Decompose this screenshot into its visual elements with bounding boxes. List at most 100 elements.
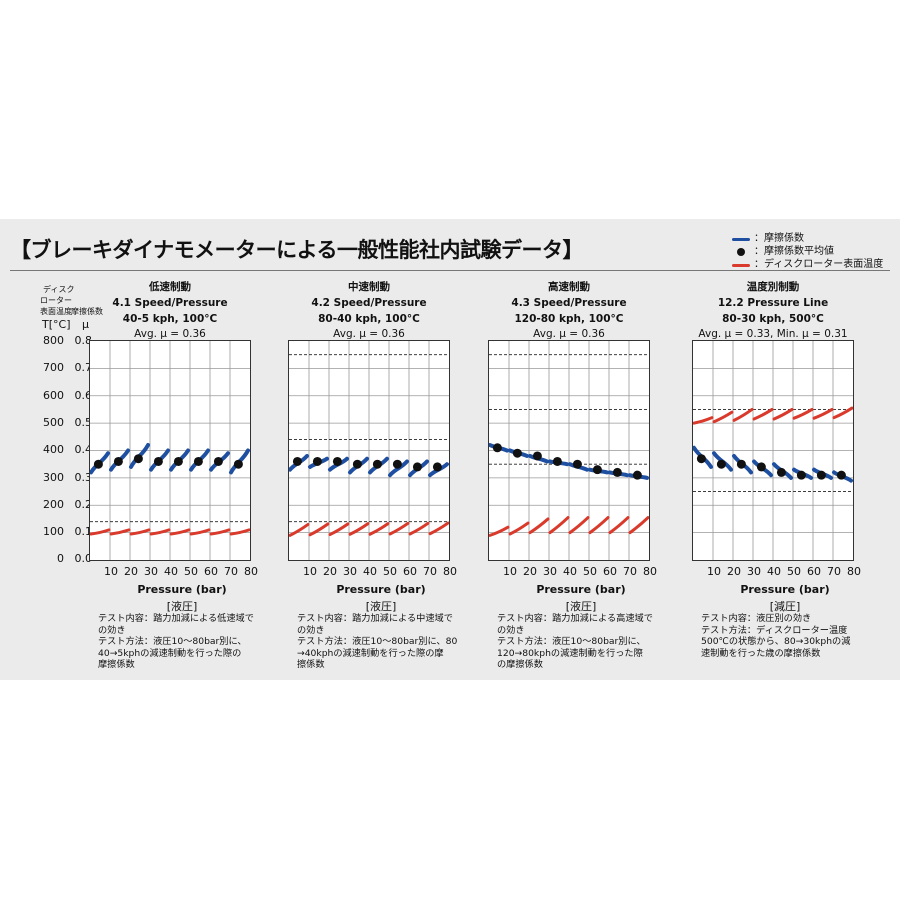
x-axis-label: Pressure (bar) [536,583,626,596]
x-tick-label: 10 [104,565,118,578]
x-tick-label: 50 [383,565,397,578]
avg-mu-point [552,456,562,466]
chart-avg-text: Avg. μ = 0.36 [134,328,206,340]
test-description-line: テスト内容：踏力加減による高速域で [497,613,653,624]
temp-tick-label: 400 [43,443,64,457]
temp-series-segment [752,407,774,421]
chart-jp-title: 低速制動 [149,281,191,293]
temp-series-segment [693,416,714,425]
avg-mu-point [572,459,582,469]
temp-tick-label: 100 [43,525,64,539]
x-tick-label: 80 [443,565,457,578]
avg-mu-point [696,454,706,464]
x-tick-label: 50 [184,565,198,578]
temp-axis-header-1: ディスク [43,285,75,294]
temp-series-segment [229,528,250,536]
avg-mu-point [133,454,143,464]
x-axis-bracket-label: [液圧] [365,600,397,613]
chart-jp-title: 温度別制動 [746,281,800,293]
temp-series-segment [568,516,590,535]
test-description-line: テスト内容：液圧別の効き [701,613,812,624]
temp-axis-header-3: 表面温度 [40,307,72,316]
chart-svg [90,341,250,560]
avg-mu-point [632,470,642,480]
x-tick-label: 70 [827,565,841,578]
chart-title: 4.3 Speed/Pressure [511,297,627,309]
avg-mu-point [716,459,726,469]
x-tick-label: 50 [583,565,597,578]
avg-mu-point [292,456,302,466]
legend-temp-swatch [732,263,750,267]
x-tick-label: 60 [603,565,617,578]
temp-series-segment [489,525,510,537]
avg-mu-point [233,459,243,469]
avg-mu-point [756,462,766,472]
chart-title: 4.1 Speed/Pressure [112,297,228,309]
avg-mu-point [432,462,442,472]
test-description: テスト内容：踏力加減による高速域で の効き テスト方法：液圧10～80bar別に、 1… [497,613,667,671]
test-description-line: テスト方法：液圧10～80bar別に、80 [297,636,458,647]
test-description-line: 120→80kphの減速制動を行った際 [497,647,643,659]
temp-series-segment [289,522,310,537]
x-tick-label: 40 [363,565,377,578]
x-tick-label: 30 [747,565,761,578]
x-tick-label: 40 [563,565,577,578]
x-tick-label: 30 [144,565,158,578]
test-description-line: の効き [98,624,126,636]
temp-series-segment [732,407,754,422]
chart-svg [693,341,853,560]
avg-mu-point [512,448,522,458]
x-tick-label: 10 [503,565,517,578]
temp-series-segment [588,516,610,535]
test-description-line: の摩擦係数 [497,659,543,670]
avg-mu-point [93,459,103,469]
avg-mu-point [372,459,382,469]
temp-tick-label: 200 [43,497,64,511]
avg-mu-point [836,470,846,480]
temp-series-segment [90,528,111,536]
legend-item-temp: ：ディスクローター表面温度 [730,258,883,271]
chart-svg [289,341,449,560]
test-description-line: 擦係数 [297,659,325,670]
temp-series-segment [308,522,330,537]
mu-axis-unit: μ [82,318,89,331]
temp-series-segment [812,407,834,420]
avg-mu-point [213,456,223,466]
avg-mu-point [173,456,183,466]
avg-mu-point [312,456,322,466]
chart-plot [488,340,650,561]
title-divider [10,270,890,271]
temp-series-segment [548,516,570,535]
test-description-line: テスト方法：液圧10～80bar別に、 [497,636,646,647]
chart-subtitle: 80-30 kph, 500°C [722,313,824,325]
mu-tick-label: 0.3 [74,470,93,484]
temp-series-segment [368,522,390,536]
legend-temp-label: ：ディスクローター表面温度 [754,259,884,270]
test-description-line: テスト内容：踏力加減による低速域で [98,613,254,624]
temp-series-segment [712,410,734,424]
avg-mu-point [392,459,402,469]
test-description-line: →40kphの減速制動を行った際の摩 [297,647,444,659]
temp-series-segment [772,407,794,421]
chart-avg-text: Avg. μ = 0.36 [533,328,605,340]
test-description-line: テスト内容：踏力加減による中速域で [297,613,453,624]
test-description: テスト内容：液圧別の効き テスト方法：ディスクローター温度 500℃の状態から、80… [701,613,871,659]
temp-tick-label: 800 [43,334,64,347]
avg-mu-point [332,456,342,466]
legend-avg-swatch [737,247,745,256]
avg-mu-point [492,443,502,453]
mu-tick-label: 0.4 [74,443,93,457]
temp-series-segment [328,522,350,537]
x-tick-label: 20 [323,565,337,578]
x-tick-label: 50 [787,565,801,578]
x-tick-label: 20 [727,565,741,578]
legend: ：摩擦係数 ：摩擦係数平均値 ：ディスクローター表面温度 [730,232,883,271]
test-description-line: 摩擦係数 [98,659,135,670]
chart-plot [288,340,450,561]
x-axis-label: Pressure (bar) [137,583,227,596]
temp-tick-label: 600 [43,388,64,402]
chart-plot [692,340,854,561]
test-description-line: の効き [497,624,525,636]
avg-mu-point [352,459,362,469]
temp-axis-unit: T[°C] [42,318,71,331]
